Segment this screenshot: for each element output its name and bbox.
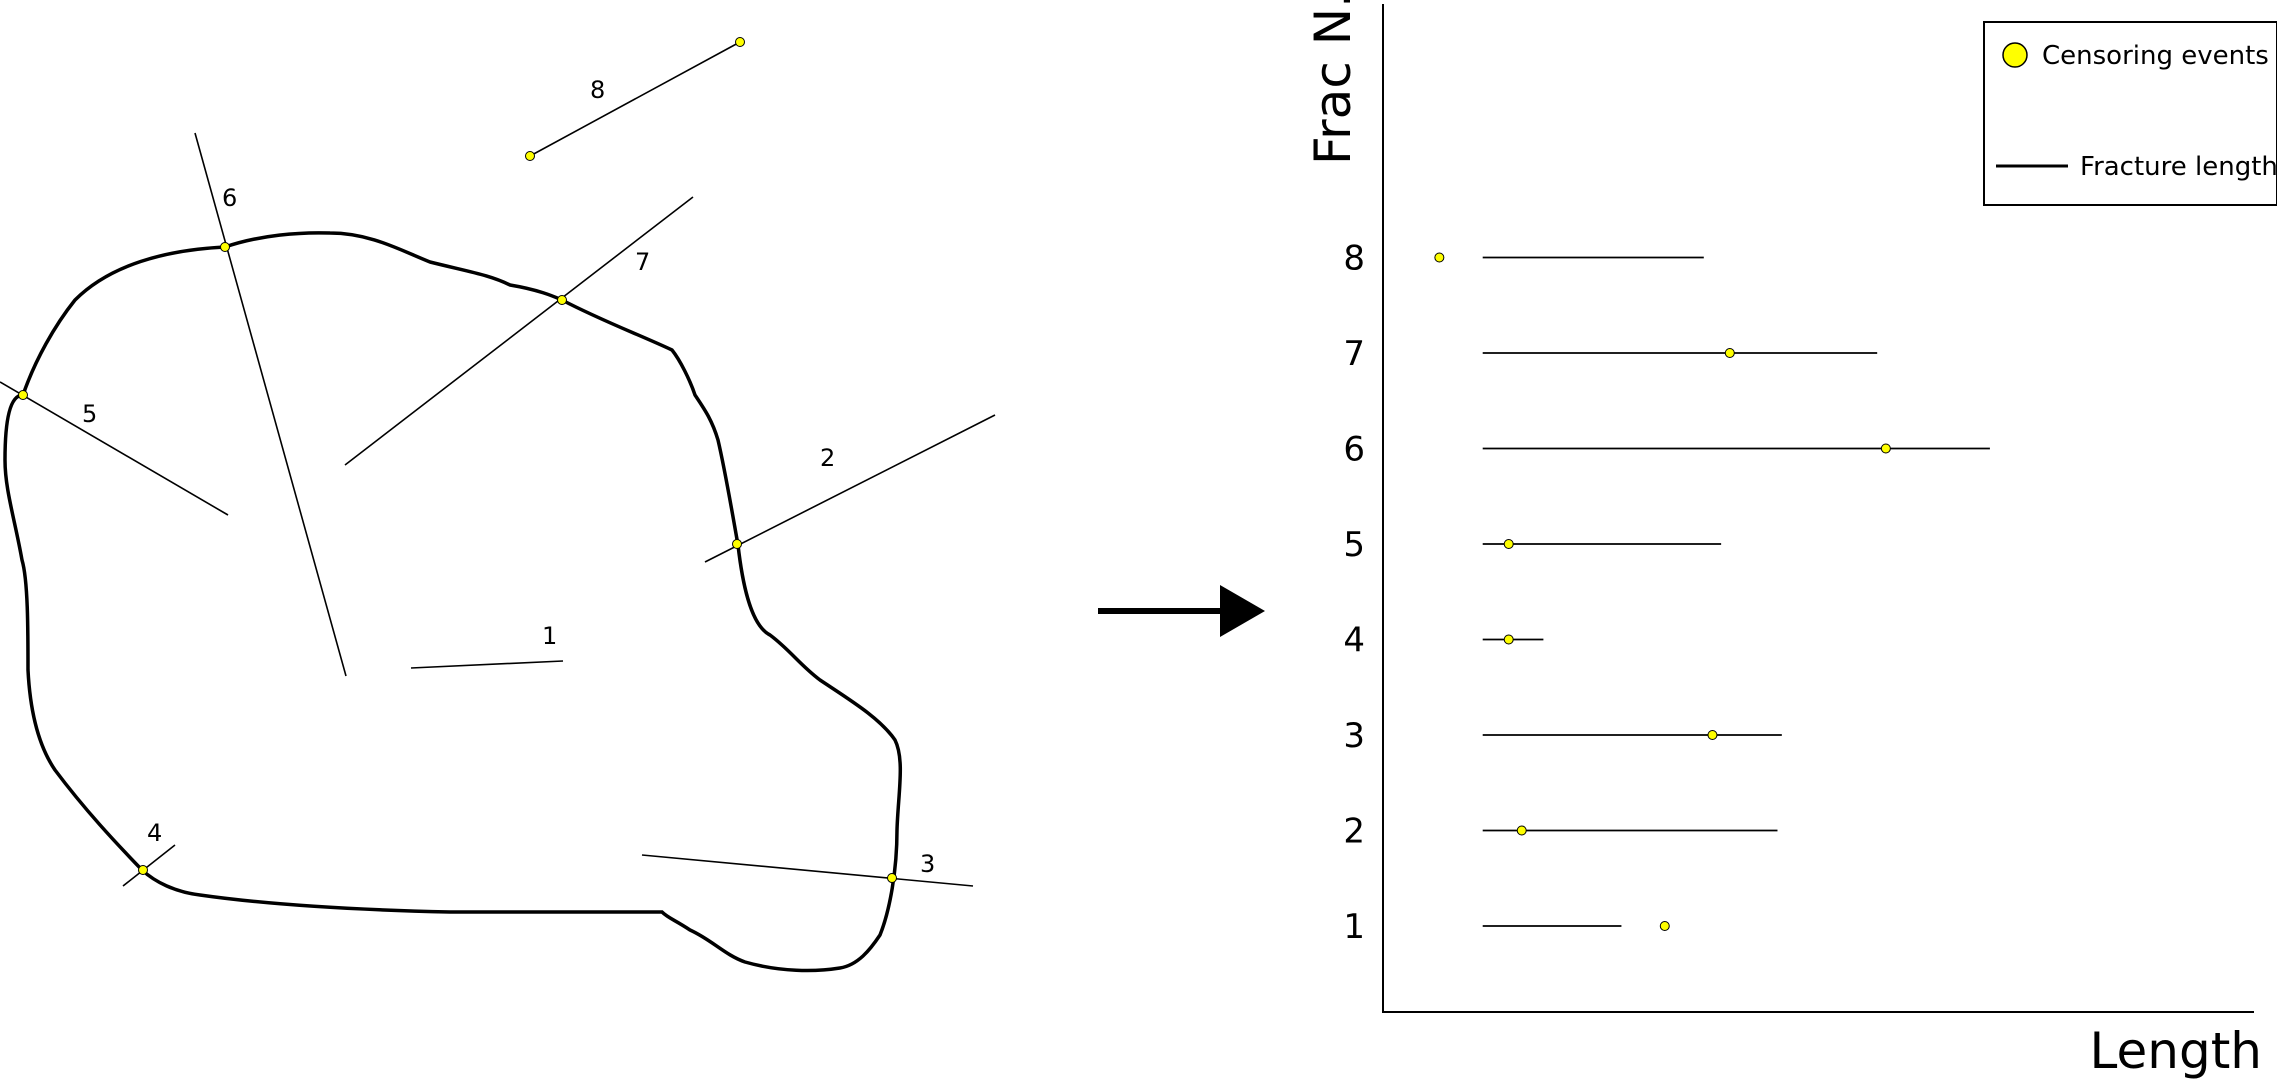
fracture-3 [641,854,974,887]
censoring-event-5 [1503,539,1514,549]
censoring-event-7 [1724,348,1735,358]
censoring-event-6 [1880,443,1891,454]
x-axis-title: Length [2090,1022,2262,1079]
fracture-label-3: 3 [920,850,935,878]
y-tick-label-1: 1 [1343,907,1365,947]
fracture-7 [344,196,694,466]
y-tick-labels: 1 2 3 4 5 6 7 8 [1343,239,1365,948]
fracture-4 [122,844,176,887]
length-chart: Frac N. Length 1 2 3 4 5 6 7 8 Censoring events… [1304,0,2277,1079]
censoring-point-7 [557,295,567,305]
y-tick-label-7: 7 [1343,334,1365,374]
censoring-point-5 [18,390,28,400]
censoring-point-4 [138,865,148,875]
fracture-length-lines [1482,256,1990,927]
fracture-label-2: 2 [820,444,835,472]
fracture-2 [704,414,996,563]
censoring-event-3 [1707,730,1718,740]
legend-box [1983,21,2277,206]
censoring-point-6 [220,242,230,252]
fracture-label-8: 8 [590,76,605,104]
y-tick-label-3: 3 [1343,716,1365,756]
legend: Censoring events Fracture length [1983,21,2277,206]
legend-censor-label: Censoring events [2042,41,2269,71]
legend-censor-swatch [2002,42,2028,68]
y-tick-label-8: 8 [1343,239,1365,279]
fracture-label-1: 1 [542,622,557,650]
censoring-point-3 [887,873,897,883]
region-boundary [3,231,903,973]
fracture-label-4: 4 [147,819,162,847]
fracture-1 [410,660,564,669]
transform-arrow [1098,585,1265,637]
censoring-event-4 [1503,634,1514,645]
censoring-point-8b [735,37,745,47]
fracture-5 [0,381,229,516]
censoring-point-8a [525,151,535,161]
fracture-label-5: 5 [82,400,97,428]
legend-line-label: Fracture length [2080,152,2277,182]
y-tick-label-6: 6 [1343,430,1365,470]
censoring-event-2 [1516,825,1527,836]
censoring-point-2 [732,539,742,549]
y-axis-title: Frac N. [1304,0,1362,165]
censoring-event-points [1434,252,1891,931]
fracture-8 [529,41,741,157]
fracture-map: 1 2 3 4 5 6 7 8 [0,37,996,973]
fracture-label-6: 6 [222,184,237,212]
y-tick-label-2: 2 [1343,812,1365,852]
censoring-event-8 [1434,252,1445,263]
y-tick-label-4: 4 [1343,621,1365,661]
censoring-event-1 [1659,921,1670,931]
fracture-label-7: 7 [635,248,650,276]
fracture-6 [194,132,347,677]
y-tick-label-5: 5 [1343,525,1365,565]
